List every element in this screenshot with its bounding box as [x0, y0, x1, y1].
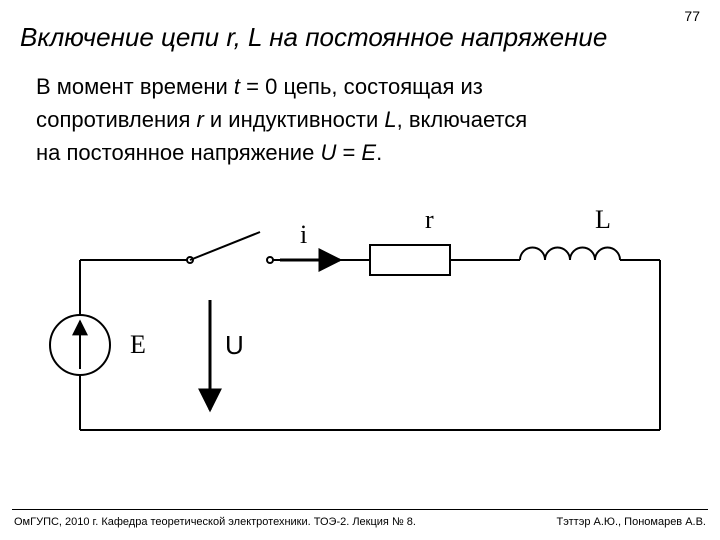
sym-U: U: [320, 140, 336, 165]
para-text: = 0 цепь, состоящая из: [240, 74, 483, 99]
sym-L: L: [384, 107, 396, 132]
para-text: , включается: [397, 107, 528, 132]
label-L: L: [595, 205, 611, 235]
label-i: i: [300, 220, 307, 250]
page-title: Включение цепи r, L на постоянное напряж…: [20, 22, 700, 53]
label-E: E: [130, 330, 146, 360]
circuit-svg: [20, 200, 700, 460]
para-text: сопротивления: [36, 107, 196, 132]
circuit-diagram: E U i r L: [20, 200, 700, 460]
sym-r: r: [196, 107, 203, 132]
para-text: =: [336, 140, 361, 165]
footer-rule: [12, 509, 708, 510]
para-text: В момент времени: [36, 74, 234, 99]
para-text: .: [376, 140, 382, 165]
para-text: и индуктивности: [204, 107, 385, 132]
para-text: на постоянное напряжение: [36, 140, 320, 165]
label-U: U: [225, 330, 244, 361]
label-r: r: [425, 205, 434, 235]
paragraph: В момент времени t = 0 цепь, состоящая и…: [36, 70, 676, 169]
footer-right: Тэттэр А.Ю., Пономарев А.В.: [557, 516, 706, 528]
sym-E: E: [361, 140, 376, 165]
footer-left: ОмГУПС, 2010 г. Кафедра теоретической эл…: [14, 516, 416, 528]
